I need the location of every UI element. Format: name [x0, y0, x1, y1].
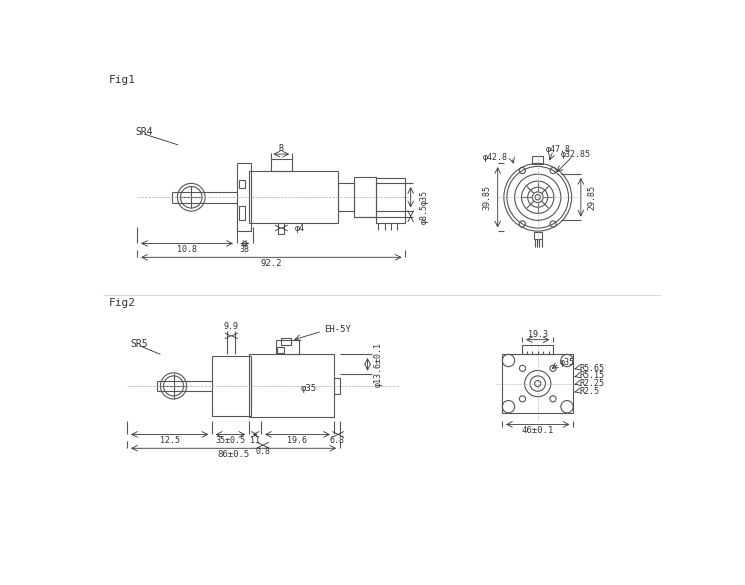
Bar — [337, 183, 355, 211]
Text: 29.85: 29.85 — [587, 185, 596, 210]
Text: 11: 11 — [250, 436, 260, 445]
Bar — [334, 378, 340, 394]
Text: φ42.8: φ42.8 — [482, 153, 507, 161]
Text: 19.3: 19.3 — [527, 330, 548, 339]
Bar — [276, 340, 299, 355]
Text: 35±0.5: 35±0.5 — [215, 436, 246, 445]
Text: Fig2: Fig2 — [109, 298, 136, 308]
Text: φ35: φ35 — [301, 384, 317, 394]
Bar — [281, 338, 291, 345]
Text: EH-5Y: EH-5Y — [323, 325, 351, 334]
Bar — [249, 171, 337, 223]
Text: 39.85: 39.85 — [483, 185, 492, 210]
Text: R5.65: R5.65 — [580, 364, 604, 373]
Text: 10.8: 10.8 — [177, 245, 197, 254]
Bar — [522, 345, 553, 355]
Text: φ32.85: φ32.85 — [561, 150, 591, 159]
Text: 92.2: 92.2 — [261, 259, 282, 268]
Text: 0.8: 0.8 — [256, 447, 270, 456]
Text: SR4: SR4 — [135, 127, 153, 137]
Text: φ35: φ35 — [419, 190, 428, 205]
Text: SR5: SR5 — [130, 339, 148, 349]
Text: 38: 38 — [240, 245, 250, 254]
Bar — [355, 177, 376, 217]
Text: Fig1: Fig1 — [109, 75, 136, 85]
Bar — [277, 347, 284, 353]
Bar — [212, 356, 250, 416]
Text: φ47.8: φ47.8 — [545, 145, 571, 154]
Text: R2.5: R2.5 — [580, 387, 599, 396]
Text: B: B — [279, 144, 284, 153]
Bar — [534, 232, 542, 239]
Text: φ8.5: φ8.5 — [419, 204, 428, 224]
Bar — [533, 156, 543, 164]
Text: 6.8: 6.8 — [329, 436, 344, 445]
Bar — [376, 178, 405, 223]
Text: 9.9: 9.9 — [224, 322, 239, 331]
Text: R2.25: R2.25 — [580, 379, 604, 388]
Bar — [239, 207, 245, 221]
Text: φ35: φ35 — [559, 357, 574, 367]
Bar — [249, 355, 334, 418]
Text: φ13.6±0.1: φ13.6±0.1 — [374, 342, 383, 387]
Text: 86±0.5: 86±0.5 — [218, 450, 250, 459]
Text: 12.5: 12.5 — [159, 436, 180, 445]
Bar — [278, 223, 285, 234]
Bar — [237, 163, 250, 231]
Text: 19.6: 19.6 — [288, 436, 308, 445]
Bar — [239, 180, 245, 188]
Text: φ4: φ4 — [295, 223, 305, 233]
Bar — [502, 355, 573, 413]
Bar — [270, 159, 292, 171]
Text: 46±0.1: 46±0.1 — [522, 426, 554, 435]
Text: R5.15: R5.15 — [580, 371, 604, 380]
